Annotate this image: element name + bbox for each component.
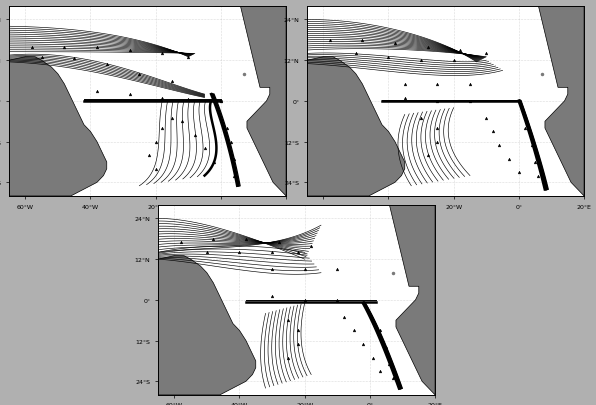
Polygon shape (215, 7, 286, 196)
Polygon shape (513, 7, 584, 196)
Polygon shape (158, 256, 256, 395)
Polygon shape (307, 58, 405, 196)
Polygon shape (364, 205, 435, 395)
Polygon shape (9, 58, 107, 196)
